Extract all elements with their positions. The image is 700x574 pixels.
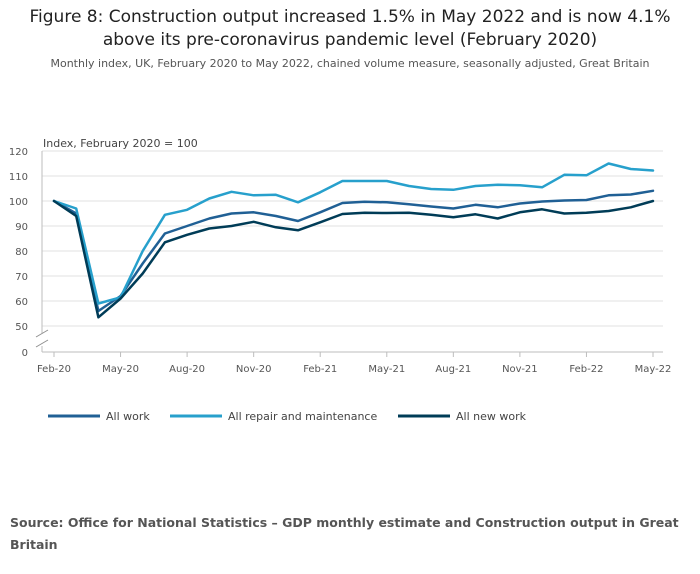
legend-label-1: All work [106,410,150,423]
y-tick-label-90: 90 [15,222,28,233]
series-line-1 [52,189,655,313]
axis-break-mark-lower [35,339,49,348]
chart-title-line-1: Figure 8: Construction output increased … [29,7,671,27]
chart-title-line-2: above its pre-coronavirus pandemic level… [102,30,598,50]
chart-title: Figure 8: Construction output increased … [0,6,700,52]
axis-break-mark-upper [35,329,49,338]
series-line-3 [52,199,655,319]
x-tick-label-Nov-20: Nov-20 [236,364,272,375]
y-tick-label-0: 0 [22,348,28,359]
x-tick-label-Feb-21: Feb-21 [303,364,337,375]
legend: All work All repair and maintenance All ne… [48,410,527,423]
series-lines [52,162,655,319]
x-tick-label-May-21: May-21 [368,364,405,375]
y-tick-label-50: 50 [15,322,28,333]
y-tick-label-80: 80 [15,247,28,258]
x-tick-label-Feb-20: Feb-20 [37,364,71,375]
y-axis-label: Index, February 2020 = 100 [43,137,198,150]
x-tick-label-Aug-20: Aug-20 [169,364,205,375]
y-tick-label-100: 100 [9,197,28,208]
y-tick-label-120: 120 [9,147,28,158]
legend-label-3: All new work [456,410,527,423]
x-tick-label-Feb-22: Feb-22 [569,364,603,375]
line-chart: Index, February 2020 = 100 0 50 60 70 80 90 10… [9,137,672,423]
series-line-2 [52,162,655,305]
chart-subtitle: Monthly index, UK, February 2020 to May … [50,57,650,70]
x-tick-label-May-20: May-20 [102,364,139,375]
source-note: Source: Office for National Statistics –… [10,515,679,552]
x-tick-label-May-22: May-22 [635,364,672,375]
y-tick-label-110: 110 [9,172,28,183]
gridlines [35,150,663,352]
x-axis: Feb-20 May-20 Aug-20 Nov-20 Feb-21 May-21 Aug-… [37,351,672,375]
x-tick-label-Nov-21: Nov-21 [502,364,538,375]
y-axis-ticks: 0 50 60 70 80 90 100 110 120 [9,147,28,359]
y-tick-label-60: 60 [15,297,28,308]
x-tick-label-Aug-21: Aug-21 [435,364,471,375]
y-tick-label-70: 70 [15,272,28,283]
legend-label-2: All repair and maintenance [228,410,377,423]
